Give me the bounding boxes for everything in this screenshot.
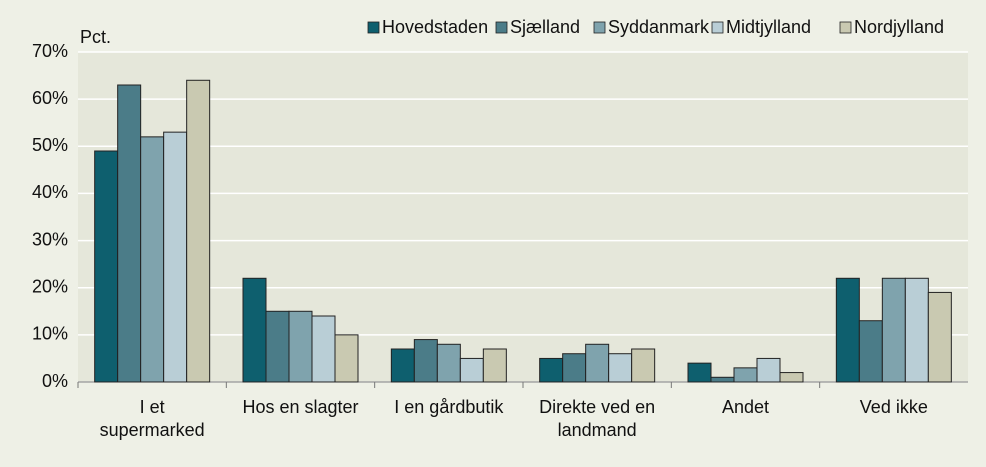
y-tick-label: 10% [32, 324, 68, 344]
x-tick-label: Hos en slagter [242, 397, 358, 417]
bar [927, 291, 952, 383]
bar [733, 367, 758, 383]
x-tick-label: I et supermarked [100, 397, 205, 440]
bar [710, 376, 735, 383]
y-tick-label: 0% [42, 371, 68, 391]
y-tick-label: 40% [32, 182, 68, 202]
legend-swatch [593, 21, 606, 34]
legend-swatch [839, 21, 852, 34]
x-tick-label: Andet [722, 397, 769, 417]
legend-swatch [495, 21, 508, 34]
x-tick-label: Direkte ved en landmand [539, 397, 655, 440]
bar [779, 372, 804, 383]
bar [94, 150, 119, 383]
bar [163, 131, 188, 383]
bar [334, 334, 359, 383]
y-tick-label: 30% [32, 229, 68, 249]
bar [608, 353, 633, 383]
bar [562, 353, 587, 383]
bar [311, 315, 336, 383]
bar [835, 277, 860, 383]
legend-label: Midtjylland [726, 17, 811, 37]
y-tick-label: 60% [32, 88, 68, 108]
y-tick-label: 70% [32, 41, 68, 61]
x-tick-label: Ved ikke [860, 397, 928, 417]
legend-swatch [711, 21, 724, 34]
bar [117, 84, 142, 383]
plot-area [78, 52, 968, 382]
bar [585, 343, 610, 383]
bar [413, 339, 438, 383]
x-tick-label: I en gårdbutik [394, 397, 504, 417]
y-axis-label: Pct. [80, 27, 111, 47]
y-tick-label: 50% [32, 135, 68, 155]
y-tick-label: 20% [32, 276, 68, 296]
bar [242, 277, 267, 383]
bar [390, 348, 415, 383]
legend-label: Hovedstaden [382, 17, 488, 37]
bar [539, 357, 564, 383]
bar [186, 79, 211, 383]
bar [631, 348, 656, 383]
bar [140, 136, 165, 383]
legend-label: Sjælland [510, 17, 580, 37]
bar [858, 320, 883, 383]
bar [288, 310, 313, 383]
bar [482, 348, 507, 383]
bar [459, 357, 484, 383]
bar [687, 362, 712, 383]
bar [881, 277, 906, 383]
bar [436, 343, 461, 383]
bar [265, 310, 290, 383]
legend-label: Nordjylland [854, 17, 944, 37]
bar [756, 357, 781, 383]
bar [904, 277, 929, 383]
legend-label: Syddanmark [608, 17, 710, 37]
legend-swatch [367, 21, 380, 34]
